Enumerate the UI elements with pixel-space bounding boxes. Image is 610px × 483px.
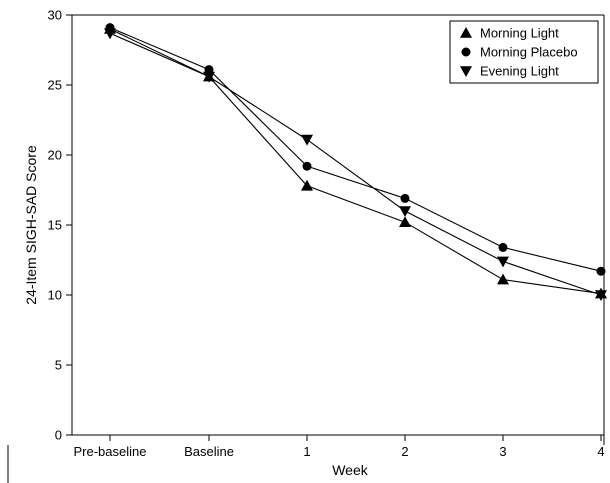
legend-entry: Morning Light bbox=[460, 26, 559, 41]
series-line-evening-light bbox=[109, 32, 602, 296]
data-point-evening-light bbox=[497, 256, 509, 268]
y-tick-label: 20 bbox=[48, 148, 62, 163]
data-point-morning-placebo bbox=[596, 266, 606, 276]
x-tick-label: Baseline bbox=[184, 444, 234, 459]
series-evening-light bbox=[104, 28, 607, 301]
x-axis-ticks: Pre-baseline Baseline 1 2 3 4 bbox=[74, 435, 605, 459]
x-axis-title: Week bbox=[332, 462, 369, 478]
series-line-morning-light bbox=[109, 28, 602, 295]
legend-label: Evening Light bbox=[480, 64, 559, 79]
y-axis-title: 24-Item SIGH-SAD Score bbox=[23, 145, 39, 305]
y-tick-label: 10 bbox=[48, 288, 62, 303]
legend: Morning Light Morning Placebo Evening Ligh… bbox=[449, 20, 599, 84]
legend-marker-evening-light bbox=[460, 66, 472, 77]
data-point-morning-placebo bbox=[498, 242, 508, 252]
y-tick-label: 0 bbox=[55, 428, 62, 443]
plot-frame bbox=[7, 14, 605, 483]
data-point-morning-placebo bbox=[302, 161, 312, 171]
legend-entry: Morning Placebo bbox=[461, 45, 578, 60]
y-tick-label: 15 bbox=[48, 218, 62, 233]
data-point-morning-light bbox=[399, 216, 411, 227]
x-tick-label: Pre-baseline bbox=[74, 444, 147, 459]
y-tick-label: 25 bbox=[48, 78, 62, 93]
series-line-morning-placebo bbox=[109, 27, 602, 272]
x-tick-label: 2 bbox=[401, 444, 408, 459]
data-point-evening-light bbox=[595, 290, 607, 301]
data-point-morning-light bbox=[497, 273, 509, 285]
legend-box bbox=[449, 20, 599, 84]
y-tick-label: 30 bbox=[48, 8, 62, 23]
y-tick-label: 5 bbox=[55, 358, 62, 373]
data-point-evening-light bbox=[399, 206, 411, 217]
data-point-morning-light bbox=[301, 179, 313, 191]
x-tick-label: 1 bbox=[303, 444, 310, 459]
legend-entry: Evening Light bbox=[460, 64, 559, 79]
legend-marker-morning-placebo bbox=[461, 47, 471, 57]
data-point-evening-light bbox=[301, 134, 313, 146]
x-tick-label: 4 bbox=[597, 444, 604, 459]
series-layer bbox=[104, 23, 607, 301]
x-tick-label: 3 bbox=[499, 444, 506, 459]
data-point-morning-placebo bbox=[400, 193, 410, 203]
data-point-evening-light bbox=[104, 28, 116, 40]
legend-marker-morning-light bbox=[460, 27, 472, 38]
legend-label: Morning Placebo bbox=[480, 45, 578, 60]
data-point-evening-light bbox=[203, 71, 215, 83]
y-axis-ticks: 0 5 10 15 20 25 30 bbox=[48, 8, 72, 443]
legend-label: Morning Light bbox=[480, 26, 559, 41]
